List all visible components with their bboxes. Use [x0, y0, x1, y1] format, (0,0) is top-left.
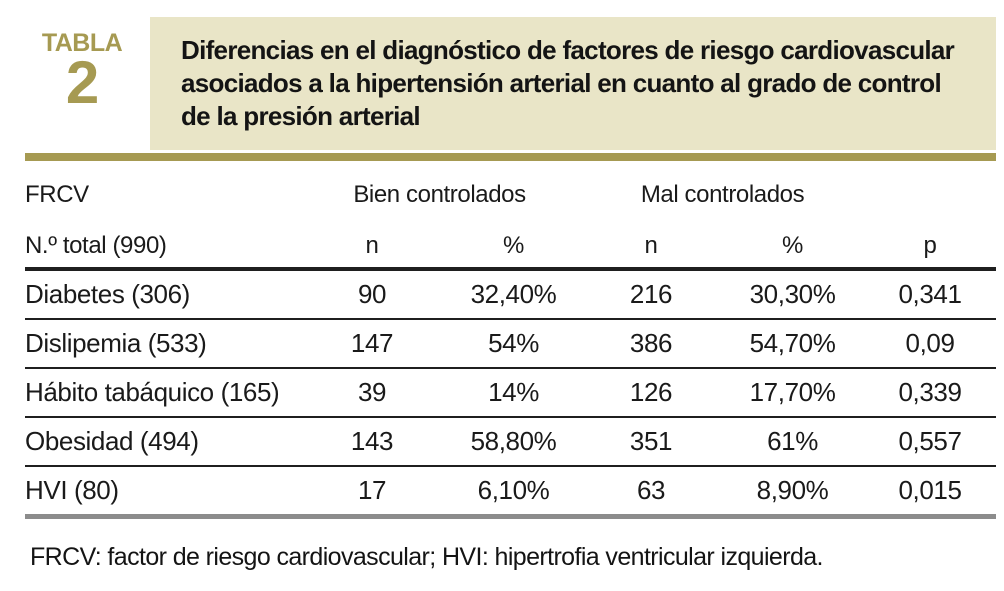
- table-row: Obesidad (494) 143 58,80% 351 61% 0,557: [25, 417, 997, 467]
- table-row: HVI (80) 17 6,10% 63 8,90% 0,015: [25, 466, 997, 519]
- cell-label: Hábito tabáquico (165): [25, 368, 298, 418]
- cell-pct-bien: 14%: [446, 368, 582, 418]
- cell-n-bien: 147: [298, 319, 446, 369]
- cell-p: 0,015: [864, 466, 997, 519]
- cell-label: Obesidad (494): [25, 417, 298, 467]
- frcv-header: FRCV: [25, 181, 89, 208]
- cell-pct-mal: 8,90%: [721, 466, 865, 519]
- cell-pct-mal: 17,70%: [721, 368, 865, 418]
- table-row: Hábito tabáquico (165) 39 14% 126 17,70%…: [25, 368, 997, 418]
- cell-pct-mal: 30,30%: [721, 269, 865, 320]
- risk-factors-table: FRCV Bien controlados Mal controlados N.…: [25, 166, 997, 519]
- subheader-pct-bien: %: [446, 224, 582, 271]
- cell-n-mal: 126: [581, 368, 722, 418]
- table-label: TABLA 2: [30, 29, 134, 116]
- title-box: Diferencias en el diagnóstico de factore…: [150, 17, 996, 150]
- subheader-n-mal: n: [581, 224, 722, 271]
- total-header: N.º total (990): [25, 224, 298, 271]
- table-title-line-3: de la presión arterial: [181, 101, 421, 131]
- cell-n-bien: 143: [298, 417, 446, 467]
- cell-p: 0,557: [864, 417, 997, 467]
- table-title-line-2: asociados a la hipertensión arterial en …: [181, 68, 942, 98]
- cell-n-mal: 351: [581, 417, 722, 467]
- subheader-n-bien: n: [298, 224, 446, 271]
- group-header-mal: Mal controlados: [640, 181, 805, 208]
- cell-n-bien: 90: [298, 269, 446, 320]
- cell-n-bien: 39: [298, 368, 446, 418]
- table-row: Dislipemia (533) 147 54% 386 54,70% 0,09: [25, 319, 997, 369]
- cell-p: 0,09: [864, 319, 997, 369]
- table-label-word: TABLA: [41, 29, 123, 57]
- cell-pct-bien: 58,80%: [446, 417, 582, 467]
- cell-pct-bien: 32,40%: [446, 269, 582, 320]
- cell-label: Diabetes (306): [25, 269, 298, 320]
- accent-bar: [25, 153, 996, 161]
- cell-n-mal: 386: [581, 319, 722, 369]
- table-row: Diabetes (306) 90 32,40% 216 30,30% 0,34…: [25, 269, 997, 320]
- table-title-line-1: Diferencias en el diagnóstico de factore…: [181, 35, 955, 65]
- subheader-p: p: [864, 224, 997, 271]
- cell-pct-mal: 61%: [721, 417, 865, 467]
- group-header-row: FRCV Bien controlados Mal controlados: [25, 166, 996, 224]
- group-header-spacer: [864, 166, 996, 224]
- cell-n-bien: 17: [298, 466, 446, 519]
- cell-p: 0,341: [864, 269, 997, 320]
- cell-label: Dislipemia (533): [25, 319, 298, 369]
- subheader-pct-mal: %: [721, 224, 865, 271]
- cell-n-mal: 63: [581, 466, 722, 519]
- cell-p: 0,339: [864, 368, 997, 418]
- cell-label: HVI (80): [25, 466, 298, 519]
- table-label-number: 2: [65, 49, 99, 116]
- cell-pct-bien: 6,10%: [446, 466, 582, 519]
- cell-pct-bien: 54%: [446, 319, 582, 369]
- group-header-bien: Bien controlados: [353, 181, 526, 208]
- cell-n-mal: 216: [581, 269, 722, 320]
- sub-header-row: N.º total (990) n % n % p: [25, 224, 997, 271]
- footnote: FRCV: factor de riesgo cardiovascular; H…: [30, 543, 824, 571]
- cell-pct-mal: 54,70%: [721, 319, 865, 369]
